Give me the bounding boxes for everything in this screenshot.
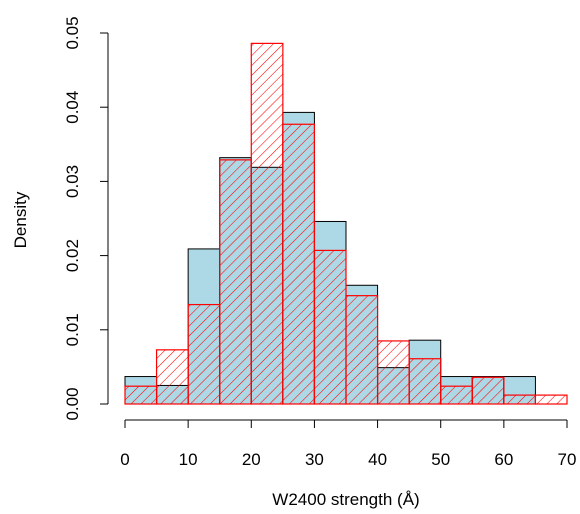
y-tick-label-5: 0.05 bbox=[63, 16, 82, 49]
bar-red-6 bbox=[313, 249, 347, 405]
bar-red-1 bbox=[155, 349, 189, 405]
bar-red-11 bbox=[471, 376, 505, 405]
bar-red-12 bbox=[503, 394, 537, 405]
x-axis-label: W2400 strength (Å) bbox=[272, 490, 419, 509]
x-tick-label-6: 60 bbox=[494, 450, 513, 469]
y-tick-label-1: 0.01 bbox=[63, 313, 82, 346]
bar-red-10 bbox=[440, 385, 473, 405]
x-tick-label-1: 10 bbox=[179, 450, 198, 469]
x-tick-label-2: 20 bbox=[242, 450, 261, 469]
x-axis: 0 10 20 30 40 50 60 70 bbox=[120, 419, 577, 469]
bar-red-5 bbox=[282, 123, 316, 405]
y-axis-label: Density bbox=[11, 191, 30, 248]
x-tick-label-0: 0 bbox=[120, 450, 129, 469]
bar-red-2 bbox=[187, 303, 221, 405]
bar-red-9 bbox=[408, 358, 442, 405]
y-tick-label-3: 0.03 bbox=[63, 165, 82, 198]
bar-red-0 bbox=[124, 385, 158, 405]
x-tick-label-7: 70 bbox=[558, 450, 577, 469]
y-tick-label-0: 0.00 bbox=[63, 387, 82, 420]
series-red-hatched-bars bbox=[124, 42, 568, 405]
x-tick-label-3: 30 bbox=[305, 450, 324, 469]
x-tick-label-5: 50 bbox=[431, 450, 450, 469]
bar-red-13 bbox=[534, 394, 568, 405]
x-tick-label-4: 40 bbox=[368, 450, 387, 469]
y-axis: 0.00 0.01 0.02 0.03 0.04 0.05 bbox=[63, 16, 109, 421]
bar-red-3 bbox=[219, 159, 252, 405]
y-tick-label-4: 0.04 bbox=[63, 91, 82, 124]
y-tick-label-2: 0.02 bbox=[63, 239, 82, 272]
bar-red-4 bbox=[250, 42, 284, 405]
bar-red-8 bbox=[376, 340, 410, 405]
bar-red-7 bbox=[345, 295, 379, 405]
